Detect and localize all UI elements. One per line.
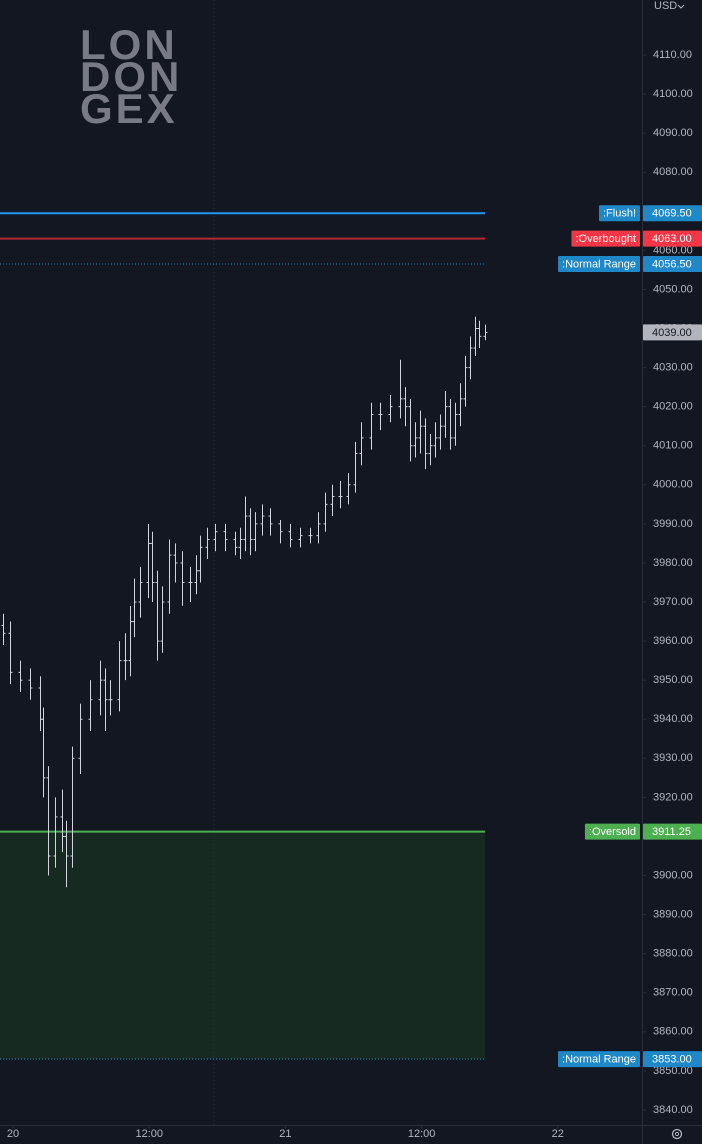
currency[interactable]: USD [654, 0, 677, 12]
level-value-bg [643, 256, 702, 273]
x-tick-label: 21 [279, 1128, 291, 1140]
y-tick-label: 4050.00 [653, 283, 693, 295]
y-tick-label: 3860.00 [653, 1026, 693, 1038]
level-zone [0, 831, 486, 1060]
settings-gear[interactable] [671, 1128, 683, 1140]
y-tick-label: 3940.00 [653, 713, 693, 725]
y-tick-label: 3850.00 [653, 1065, 693, 1077]
y-tick-label: 3930.00 [653, 752, 693, 764]
y-tick-label: 4060.00 [653, 244, 693, 256]
y-tick-label: 4000.00 [653, 479, 693, 491]
y-tick-label: 3840.00 [653, 1104, 693, 1116]
level-value: 4063.00 [652, 233, 692, 245]
y-tick-label: 4010.00 [653, 440, 693, 452]
level-value: 4056.50 [652, 258, 692, 270]
y-tick-label: 3960.00 [653, 635, 693, 647]
watermark: DON [80, 53, 182, 100]
watermark: GEX [80, 85, 178, 132]
plot: 3840.00 3850.00 3860.00 3870.00 3880.00 3890.… [0, 49, 702, 1140]
settings-hub[interactable] [674, 1131, 680, 1137]
y-tick-label: 4110.00 [653, 49, 692, 61]
watermark: LON [80, 21, 178, 68]
y-tick-label: 3880.00 [653, 948, 693, 960]
level-value: 3853.00 [652, 1054, 692, 1066]
level-value-bg [643, 205, 702, 222]
level-name: :Oversold [589, 826, 636, 838]
y-tick-label: 3920.00 [653, 791, 693, 803]
level-name-bg [598, 205, 640, 222]
currency-caret[interactable] [677, 4, 685, 9]
zone-layer [0, 831, 486, 1060]
y-tick-label: 4030.00 [653, 361, 693, 373]
currency-bg [643, 0, 702, 14]
last-price: 4039.00 [652, 327, 692, 339]
level-value: 3911.25 [652, 826, 691, 838]
y-tick-label: 4090.00 [653, 127, 693, 139]
level-name-bg [558, 1051, 640, 1068]
y-tick-label: 3980.00 [653, 557, 693, 569]
x-tick-label: 20 [7, 1128, 19, 1140]
level-value-bg [643, 1051, 702, 1068]
level-name-bg [558, 256, 640, 273]
y-tick-label: 3950.00 [653, 674, 693, 686]
settings-icon[interactable] [671, 1128, 683, 1140]
y-tick-label: 3890.00 [653, 909, 693, 921]
y-tick-label: 3900.00 [653, 869, 693, 881]
level-name: :Normal Range [562, 1054, 636, 1066]
x-tick-label: 22 [552, 1128, 564, 1140]
level-name: :Overbought [575, 233, 636, 245]
last-price-bg [643, 324, 702, 341]
x-tick-label: 12:00 [135, 1128, 163, 1140]
x-tick-label: 12:00 [408, 1128, 436, 1140]
y-tick-label: 4100.00 [653, 88, 693, 100]
level-value-bg [643, 823, 702, 840]
level-value: 4069.50 [652, 208, 692, 220]
y-tick-label: 3970.00 [653, 596, 693, 608]
level-name: :Normal Range [562, 258, 636, 270]
level-name: :Flush! [603, 208, 636, 220]
y-tick-label: 4080.00 [653, 166, 693, 178]
level-name-bg [571, 230, 640, 247]
level-value-bg [643, 230, 702, 247]
y-tick-label: 3990.00 [653, 518, 693, 530]
y-tick-label: 3870.00 [653, 987, 693, 999]
level-name-bg [584, 823, 640, 840]
y-tick-label: 4020.00 [653, 401, 693, 413]
